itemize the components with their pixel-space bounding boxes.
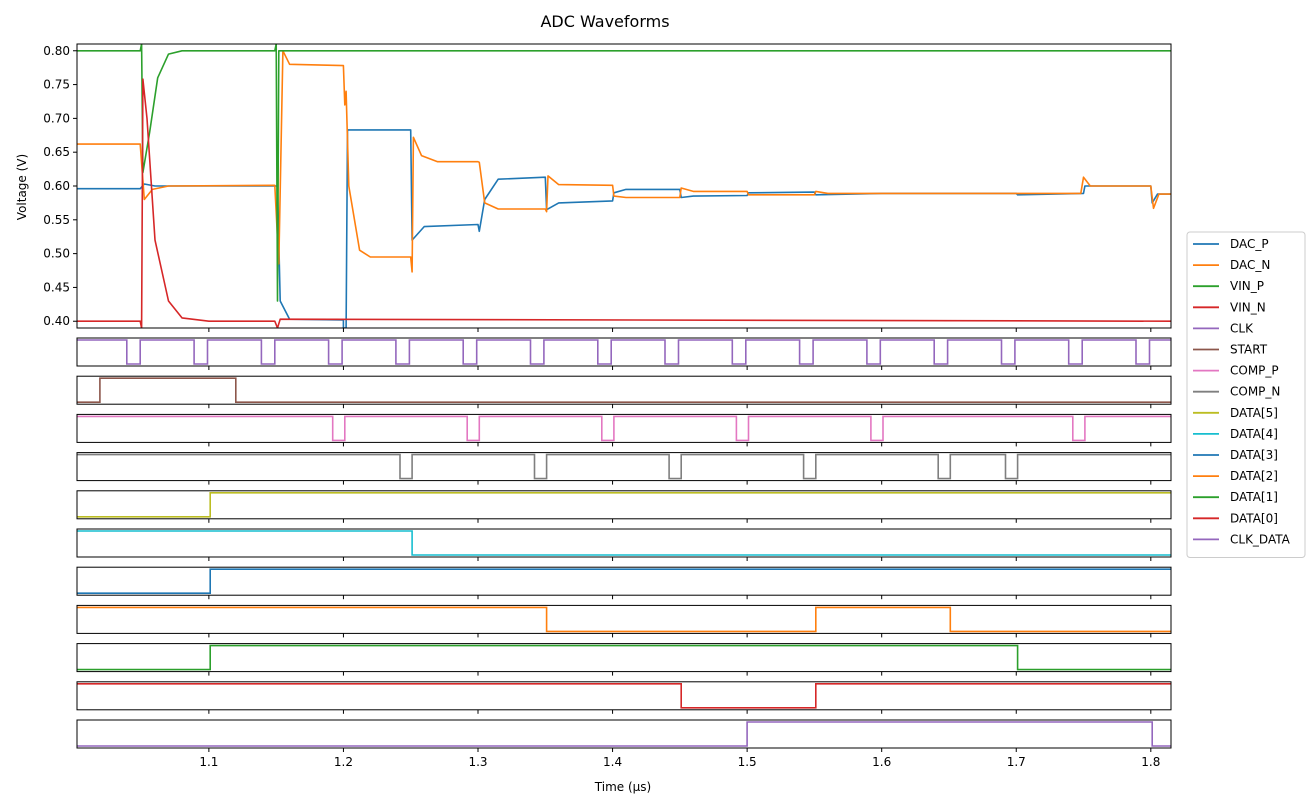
plot-area: 0.40 0.45 0.50 0.55 0.60 0.65 0.70 0.75 0.80 1.1 1… xyxy=(43,43,1172,769)
legend: DAC_P DAC_N VIN_P VIN_N CLK START COMP_P COMP_N… xyxy=(1186,231,1306,558)
x-tick-label: 1.5 xyxy=(738,755,757,769)
chart-title: ADC Waveforms xyxy=(540,12,669,31)
legend-label: DATA[2] xyxy=(1230,469,1278,483)
legend-label: COMP_P xyxy=(1230,364,1279,378)
y-tick-label: 0.50 xyxy=(43,247,70,261)
digital-trace-comp-p xyxy=(77,415,1171,442)
legend-label: DAC_P xyxy=(1230,237,1269,251)
y-tick-label: 0.60 xyxy=(43,179,70,193)
digital-trace-data-1- xyxy=(77,644,1171,671)
subplot-frame xyxy=(76,413,1172,443)
y-tick-label: 0.75 xyxy=(43,78,70,92)
legend-label: VIN_N xyxy=(1230,300,1266,314)
legend-label: START xyxy=(1230,343,1268,357)
subplot-frame xyxy=(76,375,1172,405)
subplot-frame xyxy=(76,528,1172,558)
digital-trace-data-4- xyxy=(77,530,1171,556)
y-tick-label: 0.80 xyxy=(43,44,70,58)
legend-label: DATA[5] xyxy=(1230,406,1278,420)
legend-label: CLK_DATA xyxy=(1230,532,1291,546)
legend-label: DATA[3] xyxy=(1230,448,1278,462)
x-tick-label: 1.4 xyxy=(603,755,622,769)
y-axis-label: Voltage (V) xyxy=(15,154,29,220)
series-line-dac-n xyxy=(77,50,1171,273)
legend-label: DAC_N xyxy=(1230,258,1270,272)
subplot-frame xyxy=(76,490,1172,520)
digital-trace-clk xyxy=(77,339,1171,365)
subplot-frame xyxy=(76,681,1172,711)
subplot-frame xyxy=(76,604,1172,634)
legend-label: CLK xyxy=(1230,321,1254,335)
x-axis-label: Time (μs) xyxy=(594,780,651,794)
series-line-vin-n xyxy=(77,78,1171,328)
y-tick-label: 0.45 xyxy=(43,280,70,294)
x-tick-label: 1.7 xyxy=(1007,755,1026,769)
legend-label: COMP_N xyxy=(1230,385,1280,399)
digital-trace-start xyxy=(77,377,1171,403)
analog-series-group xyxy=(77,44,1171,328)
digital-trace-data-5- xyxy=(77,492,1171,518)
x-tick-label: 1.3 xyxy=(468,755,487,769)
subplot-frame xyxy=(76,337,1172,367)
x-tick-label: 1.2 xyxy=(334,755,353,769)
x-tick-label: 1.1 xyxy=(199,755,218,769)
series-line-vin-p xyxy=(77,44,1171,302)
legend-label: DATA[0] xyxy=(1230,511,1278,525)
main-axes-frame xyxy=(76,43,1172,329)
x-tick-label: 1.8 xyxy=(1141,755,1160,769)
subplot-frame xyxy=(76,719,1172,749)
y-tick-label: 0.55 xyxy=(43,213,70,227)
legend-label: DATA[1] xyxy=(1230,490,1278,504)
digital-trace-comp-n xyxy=(77,453,1171,480)
legend-label: DATA[4] xyxy=(1230,427,1278,441)
subplot-frame xyxy=(76,566,1172,596)
digital-trace-data-0- xyxy=(77,683,1171,709)
series-line-dac-p xyxy=(77,129,1171,328)
y-tick-label: 0.70 xyxy=(43,111,70,125)
digital-trace-clk-data xyxy=(77,721,1171,747)
legend-label: VIN_P xyxy=(1230,279,1264,293)
subplot-frame xyxy=(76,643,1172,673)
y-tick-label: 0.40 xyxy=(43,314,70,328)
y-tick-label: 0.65 xyxy=(43,145,70,159)
digital-trace-data-3- xyxy=(77,568,1171,594)
x-tick-label: 1.6 xyxy=(872,755,891,769)
subplot-frame xyxy=(76,452,1172,482)
digital-trace-data-2- xyxy=(77,606,1171,633)
